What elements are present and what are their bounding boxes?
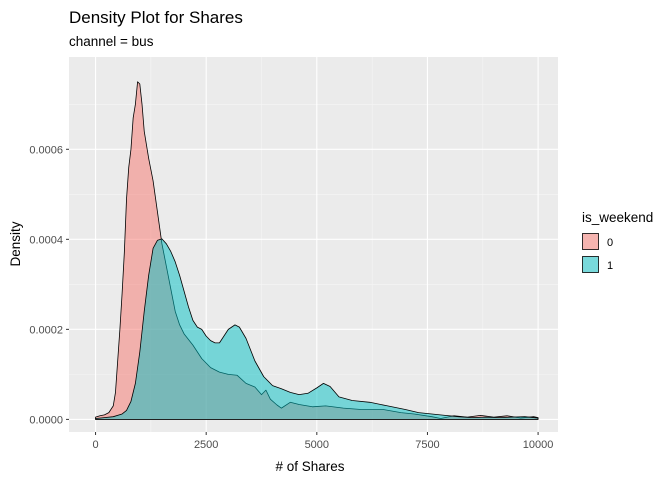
y-tick-label: 0.0000 <box>29 414 63 426</box>
y-tick-label: 0.0004 <box>29 234 63 246</box>
x-axis: 0 2500 5000 7500 10000 <box>92 432 553 451</box>
x-tick-label: 10000 <box>523 439 554 451</box>
x-tick-label: 7500 <box>415 439 439 451</box>
chart-subtitle: channel = bus <box>69 34 154 49</box>
x-tick-label: 2500 <box>194 439 218 451</box>
chart-title: Density Plot for Shares <box>69 8 243 27</box>
y-tick-label: 0.0002 <box>29 324 63 336</box>
x-axis-title: # of Shares <box>275 459 344 474</box>
x-tick-label: 5000 <box>305 439 329 451</box>
y-axis: 0.0000 0.0002 0.0004 0.0006 <box>29 144 69 426</box>
legend-title: is_weekend <box>582 210 653 225</box>
legend-key-1 <box>582 256 599 273</box>
minor-gridlines <box>69 57 558 432</box>
legend-label-0: 0 <box>607 237 613 249</box>
x-tick-label: 0 <box>92 439 98 451</box>
density-area-1 <box>95 238 539 420</box>
legend-key-0 <box>582 233 599 250</box>
y-axis-title: Density <box>8 221 23 266</box>
density-areas <box>95 81 539 420</box>
y-tick-label: 0.0006 <box>29 144 63 156</box>
legend: is_weekend 0 1 <box>582 210 653 273</box>
legend-label-1: 1 <box>607 260 613 272</box>
